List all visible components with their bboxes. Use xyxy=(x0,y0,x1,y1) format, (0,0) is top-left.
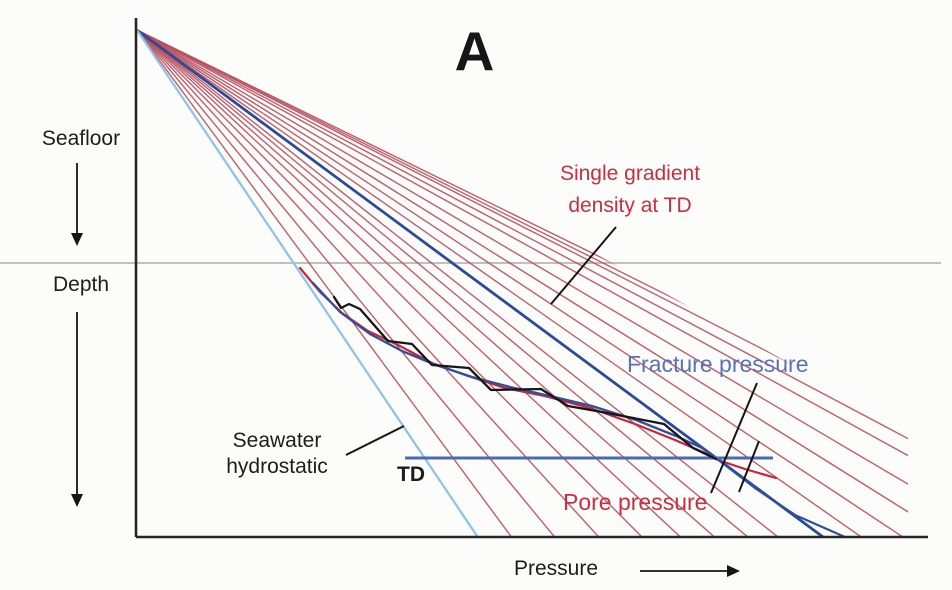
single-gradient-density-line xyxy=(136,29,908,536)
single-gradient-density-line xyxy=(136,29,908,536)
single-gradient-density-line xyxy=(136,29,908,536)
depth-label: Depth xyxy=(52,273,110,296)
single-gradient-leader xyxy=(550,226,617,305)
single-gradient-density-line xyxy=(136,29,908,536)
fracture-leader xyxy=(710,382,758,494)
single-gradient-density-line xyxy=(136,29,908,536)
single-gradient-density-line xyxy=(136,29,908,536)
seawater-hydrostatic-line xyxy=(136,29,908,536)
pore-leader xyxy=(738,440,760,493)
single-gradient-line2: density at TD xyxy=(568,193,692,217)
single-gradient-density-line xyxy=(136,29,908,536)
td-label: TD xyxy=(397,463,425,486)
seawater-hydrostatic-line1: Seawater xyxy=(232,429,322,452)
single-gradient-line1: Single gradient xyxy=(559,162,701,185)
single-gradient-label: Single gradient density at TD xyxy=(535,158,725,221)
fracture-pressure-label: Fracture pressure xyxy=(627,351,809,377)
single-gradient-density-line xyxy=(136,29,908,536)
single-gradient-density-line xyxy=(136,29,908,536)
depth-down-arrow-head xyxy=(71,494,83,507)
single-gradient-density-line xyxy=(136,29,908,536)
single-gradient-density-line xyxy=(136,29,908,536)
casing-stairstep-line xyxy=(332,295,718,461)
single-gradient-density-line xyxy=(136,29,908,536)
pressure-right-arrow-head xyxy=(727,565,740,577)
seawater-hydrostatic-line2: hydrostatic xyxy=(226,454,328,478)
gradient-density-at-td-line xyxy=(136,28,908,536)
single-gradient-density-line xyxy=(136,29,908,536)
single-gradient-density-line xyxy=(136,29,908,536)
single-gradient-density-line xyxy=(136,29,908,536)
pore-pressure-label: Pore pressure xyxy=(563,489,708,515)
single-gradient-density-line xyxy=(136,29,908,536)
seafloor-down-arrow-head xyxy=(71,233,83,246)
fracture-pressure-curve xyxy=(311,281,847,539)
panel-label: A xyxy=(454,20,496,82)
gradient-fan xyxy=(136,28,908,536)
single-gradient-density-line xyxy=(136,29,908,536)
seawater-leader xyxy=(345,425,405,456)
seawater-hydrostatic-label: Seawater hydrostatic xyxy=(193,428,361,479)
seafloor-label: Seafloor xyxy=(41,127,121,150)
pressure-axis-label: Pressure xyxy=(514,557,599,580)
